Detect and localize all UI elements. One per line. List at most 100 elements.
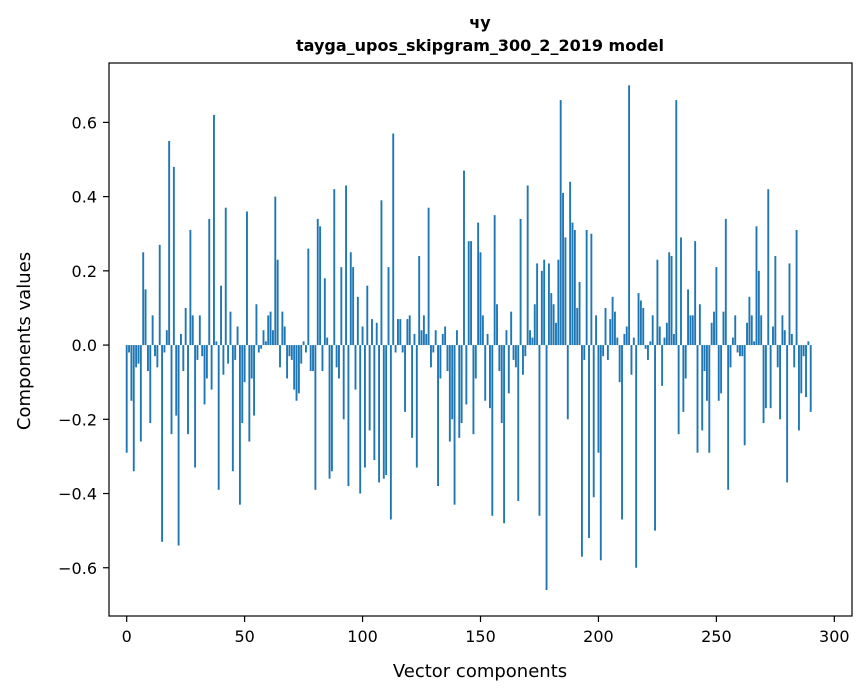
bar xyxy=(557,259,560,346)
bar xyxy=(510,311,513,346)
bar xyxy=(727,345,730,490)
bar xyxy=(319,226,322,346)
y-tick-label: 0.0 xyxy=(72,336,97,355)
bar xyxy=(647,345,649,360)
bar xyxy=(328,345,331,479)
bar xyxy=(651,315,654,346)
bar xyxy=(262,330,265,346)
bar xyxy=(300,345,303,364)
bar xyxy=(415,345,418,468)
bar xyxy=(547,263,550,346)
bar xyxy=(663,337,666,346)
bar xyxy=(736,345,739,353)
y-tick-label: −0.2 xyxy=(58,410,97,429)
bar xyxy=(764,345,767,409)
bar xyxy=(165,330,168,346)
bar xyxy=(264,341,267,346)
bar xyxy=(687,289,690,346)
bar xyxy=(458,345,461,438)
bar xyxy=(132,345,135,472)
bar xyxy=(463,170,465,346)
bar xyxy=(307,248,310,346)
bar xyxy=(668,252,671,346)
bar xyxy=(309,345,312,372)
bar xyxy=(470,241,473,346)
bar xyxy=(139,345,142,442)
bar xyxy=(326,337,329,346)
y-axis-label: Components values xyxy=(14,252,35,430)
bar xyxy=(361,326,364,346)
bar xyxy=(253,345,256,416)
bar xyxy=(479,252,482,346)
bar xyxy=(333,189,336,346)
bar xyxy=(772,326,774,346)
bar xyxy=(748,296,751,346)
bar xyxy=(630,345,633,375)
bar xyxy=(545,345,548,591)
bar xyxy=(562,192,564,346)
bar xyxy=(632,337,635,346)
bar xyxy=(399,319,402,346)
bar xyxy=(205,345,208,379)
bar xyxy=(592,345,595,498)
bar xyxy=(682,345,685,412)
bar xyxy=(281,311,284,346)
bar xyxy=(345,185,347,346)
bar xyxy=(517,345,520,501)
bar xyxy=(203,345,206,405)
bar xyxy=(368,345,371,431)
bar xyxy=(519,218,522,346)
bar xyxy=(295,345,298,401)
bar xyxy=(243,345,246,383)
bar xyxy=(161,345,164,542)
bar xyxy=(781,315,784,346)
bar xyxy=(196,345,199,360)
bar xyxy=(352,267,355,346)
bar xyxy=(481,315,484,346)
bar xyxy=(533,304,536,346)
bar xyxy=(724,218,727,346)
bar xyxy=(734,315,737,346)
bar xyxy=(703,345,706,372)
y-tick-label: 0.4 xyxy=(72,188,97,207)
bar xyxy=(614,311,616,346)
bar xyxy=(788,263,791,346)
bar xyxy=(578,281,581,346)
bar xyxy=(743,345,746,446)
x-tick-label: 0 xyxy=(122,627,132,646)
bar xyxy=(753,341,756,346)
bar xyxy=(680,237,682,346)
bar xyxy=(767,189,770,346)
bar xyxy=(184,307,187,346)
bar xyxy=(580,345,583,557)
bar xyxy=(649,341,652,346)
bar xyxy=(286,345,289,379)
y-tick-label: 0.6 xyxy=(72,113,97,132)
bar xyxy=(213,114,215,346)
bar xyxy=(474,345,477,379)
bar xyxy=(222,345,225,375)
bar xyxy=(392,133,395,346)
bar xyxy=(755,226,758,346)
x-tick-label: 200 xyxy=(583,627,614,646)
bar xyxy=(498,345,501,372)
bar xyxy=(623,333,626,346)
bar xyxy=(597,345,600,453)
bar xyxy=(795,230,798,346)
bar xyxy=(741,345,744,357)
bar xyxy=(293,345,296,390)
bar xyxy=(321,345,324,372)
x-axis-label: Vector components xyxy=(393,661,567,682)
bar xyxy=(137,345,140,364)
bar xyxy=(800,345,803,394)
bar xyxy=(175,345,178,416)
bar xyxy=(182,345,185,372)
bar xyxy=(248,345,251,442)
bar xyxy=(493,215,496,346)
bar xyxy=(776,345,779,368)
bar xyxy=(338,345,340,379)
bar xyxy=(378,345,381,483)
bar xyxy=(151,315,154,346)
x-tick-label: 100 xyxy=(347,627,378,646)
bar xyxy=(128,345,130,353)
